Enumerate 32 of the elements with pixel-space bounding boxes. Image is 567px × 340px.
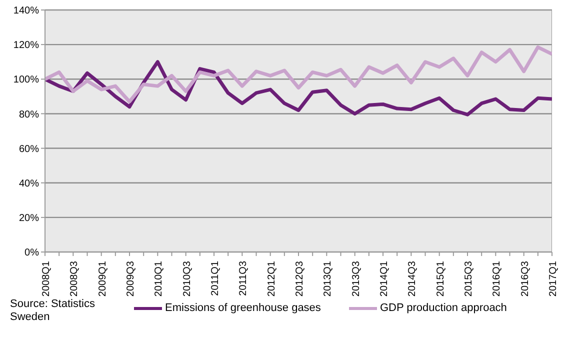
y-tick-label: 0% [24,248,40,259]
legend-label: Emissions of greenhouse gases [165,302,321,314]
x-tick-label: 2011Q1 [210,260,221,296]
y-tick-label: 120% [13,40,40,52]
x-tick-label: 2013Q1 [322,260,334,297]
x-tick-label: 2017Q1 [548,260,559,297]
x-tick-label: 2016Q1 [492,260,503,297]
y-tick-label: 140% [13,6,40,17]
x-tick-label: 2015Q1 [435,260,446,297]
x-tick-label: 2012Q1 [266,260,278,297]
x-tick-label: 2010Q1 [154,260,165,297]
x-tick-label: 2009Q1 [97,260,108,297]
x-tick-label: 2014Q1 [379,260,390,297]
legend-label: GDP production approach [380,302,507,314]
x-tick-label: 2014Q3 [407,260,418,297]
x-tick-label: 2013Q3 [350,260,362,297]
source-note: Source: Statistics Sweden [10,298,96,324]
x-tick-label: 2009Q3 [126,260,136,297]
x-tick-label: 2012Q3 [294,260,306,297]
y-tick-label: 100% [13,74,40,86]
y-tick-label: 80% [18,109,40,120]
x-tick-label: 2015Q3 [464,260,474,297]
x-tick-label: 2008Q3 [69,260,80,297]
y-tick-label: 40% [18,178,40,190]
x-tick-label: 2010Q3 [182,260,193,297]
y-tick-label: 20% [18,212,40,224]
x-tick-label: 2016Q3 [520,260,531,297]
line-series [45,60,552,116]
x-tick-label: 2011Q3 [238,260,250,296]
x-tick-label: 2008Q1 [41,260,52,297]
y-tick-label: 60% [18,144,40,155]
line-series [45,45,552,104]
